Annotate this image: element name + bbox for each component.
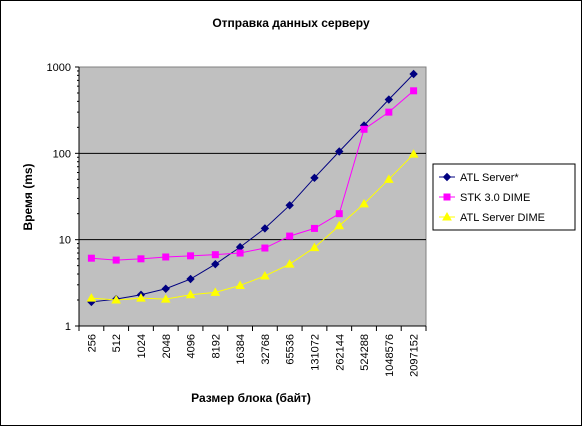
legend-label: STK 3.0 DIME bbox=[460, 192, 530, 204]
series-line-2 bbox=[91, 153, 414, 301]
data-point bbox=[410, 87, 418, 95]
legend: ATL Server* STK 3.0 DIME ATL Server DIME bbox=[432, 163, 576, 231]
data-point bbox=[137, 255, 145, 263]
y-tick-label: 1000 bbox=[47, 62, 71, 74]
y-tick-label: 100 bbox=[53, 148, 71, 160]
data-point bbox=[160, 294, 171, 303]
data-point bbox=[383, 174, 394, 183]
series-line-1 bbox=[91, 90, 414, 261]
x-tick-label: 65536 bbox=[285, 334, 297, 365]
x-tick-label: 131072 bbox=[309, 334, 321, 371]
data-point bbox=[310, 224, 318, 232]
x-tick-label: 2048 bbox=[161, 334, 173, 358]
data-point bbox=[335, 147, 344, 156]
legend-marker bbox=[442, 172, 452, 182]
x-axis-title: Размер блока (байт) bbox=[191, 391, 311, 405]
data-point bbox=[112, 256, 120, 264]
x-tick-label: 512 bbox=[111, 334, 123, 352]
y-tick-label: 1 bbox=[65, 321, 71, 333]
data-point bbox=[260, 270, 270, 280]
legend-label: ATL Server* bbox=[460, 172, 519, 184]
plot-area-group: 1 10 100 1000 256 512 1024 2048 4096 8192 16384 327… bbox=[47, 62, 427, 377]
y-tick-label: 10 bbox=[59, 235, 71, 247]
x-tick-label: 16384 bbox=[235, 334, 247, 365]
series-line-0 bbox=[91, 73, 414, 303]
legend-marker bbox=[442, 211, 452, 221]
data-point bbox=[87, 254, 95, 262]
data-point bbox=[285, 201, 294, 210]
data-point bbox=[360, 125, 368, 133]
x-tick-label: 262144 bbox=[334, 334, 346, 371]
legend-box bbox=[432, 163, 576, 231]
plot-area bbox=[78, 66, 427, 327]
data-point bbox=[359, 198, 369, 208]
y-axis-title: Время (ms) bbox=[21, 163, 35, 230]
data-point bbox=[409, 69, 418, 79]
x-tick-label: 8192 bbox=[210, 334, 222, 358]
data-point bbox=[286, 232, 294, 240]
data-point bbox=[384, 95, 394, 104]
data-point bbox=[187, 252, 195, 260]
data-point bbox=[211, 259, 220, 269]
data-point bbox=[334, 220, 345, 230]
data-point bbox=[309, 242, 320, 252]
data-point bbox=[236, 249, 244, 257]
x-tick-label: 4096 bbox=[186, 334, 198, 358]
x-tick-label: 524288 bbox=[359, 334, 371, 371]
data-point bbox=[161, 284, 170, 293]
x-tick-label: 2097152 bbox=[409, 334, 421, 377]
data-point bbox=[185, 289, 196, 299]
data-point bbox=[385, 108, 393, 116]
legend-label: ATL Server DIME bbox=[460, 212, 545, 224]
x-tick-label: 256 bbox=[86, 334, 98, 352]
data-point bbox=[261, 244, 269, 252]
x-tick-label: 32768 bbox=[260, 334, 272, 365]
data-point bbox=[310, 173, 319, 183]
data-point bbox=[86, 293, 97, 302]
data-point bbox=[136, 293, 146, 302]
data-point bbox=[162, 253, 170, 261]
legend-marker bbox=[443, 193, 451, 201]
x-tick-label: 1024 bbox=[136, 334, 148, 358]
data-point bbox=[235, 280, 245, 289]
data-point bbox=[335, 210, 343, 218]
data-point bbox=[210, 287, 221, 296]
data-point bbox=[111, 295, 122, 304]
data-point bbox=[211, 251, 219, 259]
data-point bbox=[186, 274, 195, 284]
data-point bbox=[260, 224, 270, 233]
data-point bbox=[408, 149, 419, 158]
data-point bbox=[284, 259, 295, 268]
x-tick-label: 1048576 bbox=[384, 334, 396, 377]
chart-title: Отправка данных серверу bbox=[212, 16, 370, 30]
